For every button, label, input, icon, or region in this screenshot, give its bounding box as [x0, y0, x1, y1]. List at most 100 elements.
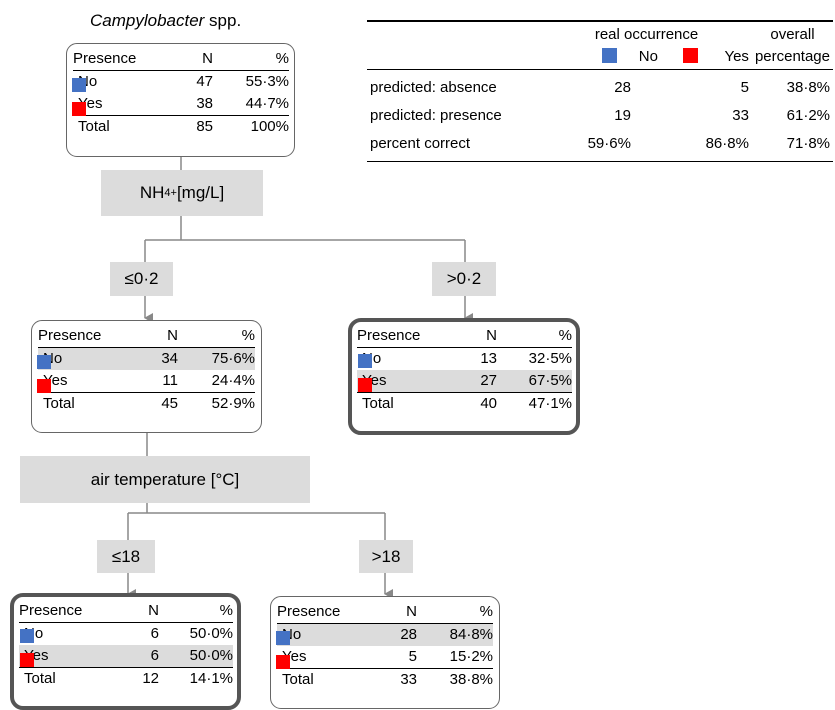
diagram-title: Campylobacter spp. — [90, 11, 241, 31]
summary-yes-swatch — [683, 48, 699, 64]
summary-cell-overall: 61·2% — [786, 107, 830, 124]
branch-label-le-18: ≤18 — [97, 540, 155, 573]
header-pct: % — [497, 325, 572, 348]
cell-yes-n: 38 — [196, 95, 213, 112]
row-label-no: No — [19, 623, 127, 646]
legend-no-swatch — [37, 355, 51, 369]
legend-yes-swatch — [20, 653, 34, 667]
cell-total-pct: 47·1% — [497, 392, 572, 415]
row-label-yes: Yes — [43, 372, 68, 389]
cell-total-n: 33 — [385, 668, 417, 691]
header-n: N — [146, 325, 178, 348]
cell-total-n: 40 — [465, 392, 497, 415]
cell-yes-pct: 50·0% — [159, 645, 233, 668]
summary-col-yes: Yes — [724, 48, 749, 66]
cell-no-n: 13 — [480, 350, 497, 367]
cell-yes-n: 5 — [408, 648, 417, 665]
split-nh4-text: NH — [139, 183, 165, 202]
header-presence: Presence — [38, 325, 146, 348]
node-nh4-low: Presence N% No 34 75·6% Yes 11 24·4% Total 45 5… — [31, 320, 262, 433]
split-nh4: NH 4 + [mg/L] — [101, 170, 263, 216]
header-pct: % — [159, 600, 233, 623]
row-label-total: Total — [277, 668, 385, 691]
classification-summary-table: real occurrence overall No Yes percentag… — [367, 23, 833, 162]
summary-overall: overall — [770, 25, 815, 43]
summary-percentage: percentage — [754, 48, 830, 66]
legend-no-swatch — [72, 78, 86, 92]
node-temp-high-table: Presence N% No 28 84·8% Yes 5 15·2% Total 33 38… — [277, 601, 493, 691]
row-label-yes: Yes — [357, 370, 465, 393]
node-nh4-low-table: Presence N% No 34 75·6% Yes 11 24·4% Total 45 5… — [38, 325, 255, 415]
branch-label-gt-0-2: >0·2 — [432, 262, 496, 296]
node-temp-high: Presence N% No 28 84·8% Yes 5 15·2% Total 33 38… — [270, 596, 500, 709]
cell-total-n: 85 — [181, 115, 213, 138]
cell-no-pct: 50·0% — [189, 625, 233, 642]
cell-total-pct: 38·8% — [417, 668, 493, 691]
row-label-no: No — [357, 348, 465, 371]
summary-cell-no: 28 — [614, 79, 631, 96]
header-n: N — [385, 601, 417, 624]
row-label-total: Total — [19, 667, 127, 690]
split-air-temperature: air temperature [°C] — [20, 456, 310, 503]
row-label-no: No — [277, 623, 385, 646]
header-n: N — [181, 48, 213, 71]
summary-cell-no: 59·6% — [587, 135, 631, 152]
row-label-no: No — [38, 347, 146, 370]
cell-no-pct: 75·6% — [178, 347, 255, 370]
legend-yes-swatch — [37, 379, 51, 393]
summary-row: predicted: absence 28 5 38·8% — [367, 74, 833, 102]
header-presence: Presence — [277, 601, 385, 624]
title-suffix: spp. — [204, 11, 242, 30]
summary-no-swatch — [601, 48, 617, 64]
summary-cell-yes: 86·8% — [705, 135, 749, 152]
header-pct: % — [417, 601, 493, 624]
legend-yes-swatch — [276, 655, 290, 669]
header-presence: Presence — [19, 600, 127, 623]
cell-yes-pct: 67·5% — [497, 370, 572, 393]
legend-no-swatch — [276, 631, 290, 645]
header-presence: Presence — [73, 48, 181, 71]
summary-row-label: percent correct — [370, 135, 471, 152]
row-label-total: Total — [38, 392, 146, 415]
summary-cell-yes: 5 — [740, 79, 749, 96]
cell-no-n: 47 — [196, 73, 213, 90]
cell-yes-pct: 44·7% — [245, 95, 289, 112]
branch-label-le-0-2: ≤0·2 — [110, 262, 173, 296]
row-label-yes: Yes — [19, 645, 127, 668]
cell-total-n: 45 — [146, 392, 178, 415]
legend-no-swatch — [20, 629, 34, 643]
cell-total-pct: 52·9% — [178, 392, 255, 415]
cell-yes-n: 27 — [465, 370, 497, 393]
summary-cell-overall: 71·8% — [786, 135, 830, 152]
summary-row-label: predicted: presence — [370, 107, 502, 124]
node-root: Presence N% No 47 55·3% Yes 38 44·7% Total 85 1… — [66, 43, 295, 157]
summary-cell-no: 19 — [614, 107, 631, 124]
cell-no-pct: 32·5% — [528, 350, 572, 367]
row-label-total: Total — [357, 392, 465, 415]
cell-no-n: 28 — [385, 623, 417, 646]
split-nh4-unit: [mg/L] — [176, 183, 225, 202]
summary-cell-yes: 33 — [732, 107, 749, 124]
branch-label-gt-18: >18 — [359, 540, 413, 573]
row-label-total: Total — [73, 115, 181, 138]
legend-yes-swatch — [72, 102, 86, 116]
summary-top-rule — [367, 20, 833, 22]
split-nh4-sup: + — [170, 187, 177, 199]
row-label-no: No — [78, 73, 98, 90]
title-genus: Campylobacter — [90, 11, 205, 30]
row-label-yes: Yes — [282, 648, 307, 665]
split-nh4-sub: 4 — [164, 187, 171, 199]
cell-yes-n: 6 — [127, 645, 159, 668]
cell-no-pct: 55·3% — [245, 73, 289, 90]
header-pct: % — [213, 48, 289, 71]
summary-cell-overall: 38·8% — [786, 79, 830, 96]
summary-row: predicted: presence 19 33 61·2% — [367, 102, 833, 130]
legend-no-swatch — [358, 354, 372, 368]
header-presence: Presence — [357, 325, 465, 348]
node-root-table: Presence N% No 47 55·3% Yes 38 44·7% Total 85 1… — [73, 48, 289, 138]
